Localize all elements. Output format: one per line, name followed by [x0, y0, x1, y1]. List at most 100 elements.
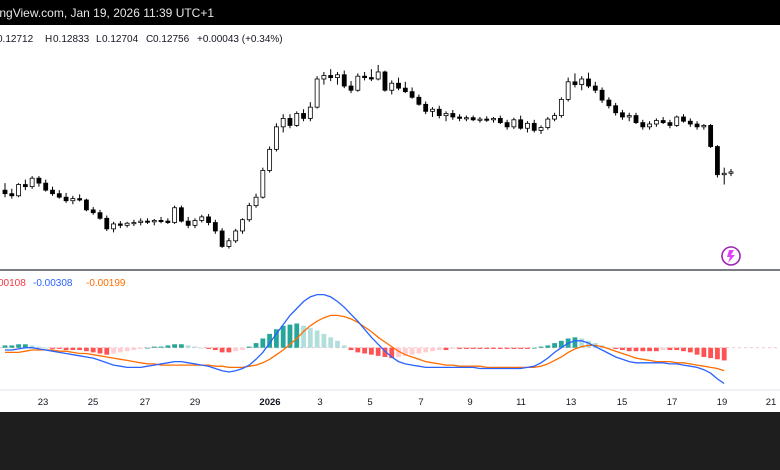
macd-histogram-bar: [301, 325, 306, 348]
ohlc-high-value: 0.12833: [53, 34, 90, 45]
candle-body: [165, 220, 171, 223]
time-axis-tick-label: 19: [717, 397, 728, 408]
time-axis-tick-label: 27: [140, 397, 151, 408]
macd-histogram-bar: [368, 347, 374, 355]
candle-body: [694, 123, 700, 128]
candle-body: [728, 171, 734, 174]
tradingview-bolt-icon[interactable]: [721, 246, 741, 266]
candle-body: [586, 78, 591, 87]
macd-histogram-bar: [138, 347, 144, 349]
macd-pane[interactable]: [0, 293, 780, 385]
candle-body: [22, 184, 28, 188]
candle-body: [396, 82, 401, 89]
macd-histogram-bar: [260, 338, 266, 348]
macd-histogram-bar: [219, 347, 225, 353]
macd-histogram-bar: [16, 344, 21, 348]
candle-body: [192, 220, 198, 226]
candle-body: [613, 105, 619, 114]
chart-svg[interactable]: 0.12712 H 0.12833 L 0.12704 C 0.12756 +0…: [0, 25, 780, 412]
time-axis-tick-label: 25: [88, 397, 99, 408]
macd-histogram-bar: [450, 347, 456, 349]
time-axis-tick-label: 13: [566, 397, 577, 408]
candle-body: [138, 220, 144, 223]
ohlc-close-value: 0.12756: [153, 34, 190, 45]
macd-histogram-bar: [606, 347, 612, 349]
candle-body: [294, 113, 300, 126]
macd-histogram-bar: [151, 346, 157, 348]
macd-line-series: [5, 293, 725, 385]
macd-histogram-bar: [470, 347, 476, 349]
macd-histogram-bar: [721, 347, 727, 361]
macd-histogram-bar: [253, 343, 259, 348]
macd-histogram-bar: [443, 347, 449, 351]
macd-hist-legend: 00108: [0, 278, 26, 289]
candle-body: [525, 122, 530, 129]
macd-histogram-bar: [674, 347, 680, 351]
macd-histogram-bar: [185, 345, 191, 348]
macd-histogram-bar: [626, 347, 632, 352]
macd-histogram-bar: [511, 347, 517, 349]
macd-histogram-bar: [681, 347, 686, 352]
macd-histogram-bar: [694, 347, 700, 355]
ohlc-low-label: L: [96, 34, 102, 45]
candle-body: [402, 87, 408, 93]
candle-body: [674, 116, 680, 126]
time-axis[interactable]: 23 25 27 29 2026 3 5 7 9 11 13 15 17 19 21: [38, 397, 777, 408]
time-axis-tick-label: 3: [317, 397, 322, 408]
macd-histogram-bar: [715, 347, 720, 360]
candle-body: [2, 189, 8, 195]
price-pane[interactable]: [2, 64, 734, 249]
time-axis-tick-label: 5: [367, 397, 372, 408]
candle-body: [246, 205, 252, 221]
candle-body: [84, 199, 89, 211]
macd-histogram-bar: [504, 347, 510, 349]
chart-area[interactable]: 0.12712 H 0.12833 L 0.12704 C 0.12756 +0…: [0, 25, 780, 412]
candle-body: [212, 222, 218, 232]
macd-histogram-bar: [172, 344, 178, 348]
candle-body: [97, 212, 103, 219]
candle-body: [687, 120, 693, 125]
macd-histogram-bar: [545, 345, 551, 348]
candle-body: [267, 148, 273, 171]
candle-body: [552, 115, 557, 120]
macd-histogram-bar: [396, 347, 401, 357]
macd-histogram-bar: [640, 347, 646, 352]
ohlc-close-label: C: [146, 34, 153, 45]
ohlc-change-value: +0.00043 (+0.34%): [197, 34, 283, 45]
candle-body: [348, 85, 354, 91]
candle-body: [640, 122, 646, 128]
macd-histogram-bar: [477, 347, 483, 349]
candle-body: [29, 177, 35, 188]
macd-histogram-bar: [586, 340, 591, 348]
candle-body: [633, 115, 639, 124]
bottom-strip: [0, 412, 780, 470]
candle-body: [558, 99, 564, 116]
candle-body: [335, 74, 340, 78]
macd-histogram-bar: [572, 337, 578, 348]
time-axis-tick-label: 11: [516, 397, 526, 408]
candle-body: [606, 99, 612, 107]
candle-body: [470, 117, 476, 121]
candle-body: [647, 123, 652, 128]
macd-histogram-bar: [660, 347, 666, 351]
window-title-bar: dingView.com, Jan 19, 2026 11:39 UTC+1: [0, 0, 780, 25]
macd-histogram-bar: [389, 347, 395, 359]
candle-body: [545, 118, 551, 128]
candle-body: [199, 216, 205, 221]
macd-histogram-bar: [206, 347, 211, 349]
macd-histogram-bar: [531, 347, 537, 349]
candle-body: [9, 193, 15, 197]
macd-histogram-bar: [43, 347, 49, 349]
macd-histogram-bar: [199, 347, 205, 349]
candle-body: [172, 207, 178, 223]
candle-body: [90, 209, 96, 214]
candle-body: [240, 219, 245, 232]
candle-body: [653, 120, 659, 125]
candle-body: [443, 113, 449, 116]
candle-body: [457, 116, 462, 119]
macd-histogram-bar: [50, 347, 55, 349]
macd-histogram-bar: [2, 345, 8, 348]
candle-body: [477, 118, 483, 121]
candle-body: [620, 112, 625, 118]
candle-body: [56, 193, 62, 198]
